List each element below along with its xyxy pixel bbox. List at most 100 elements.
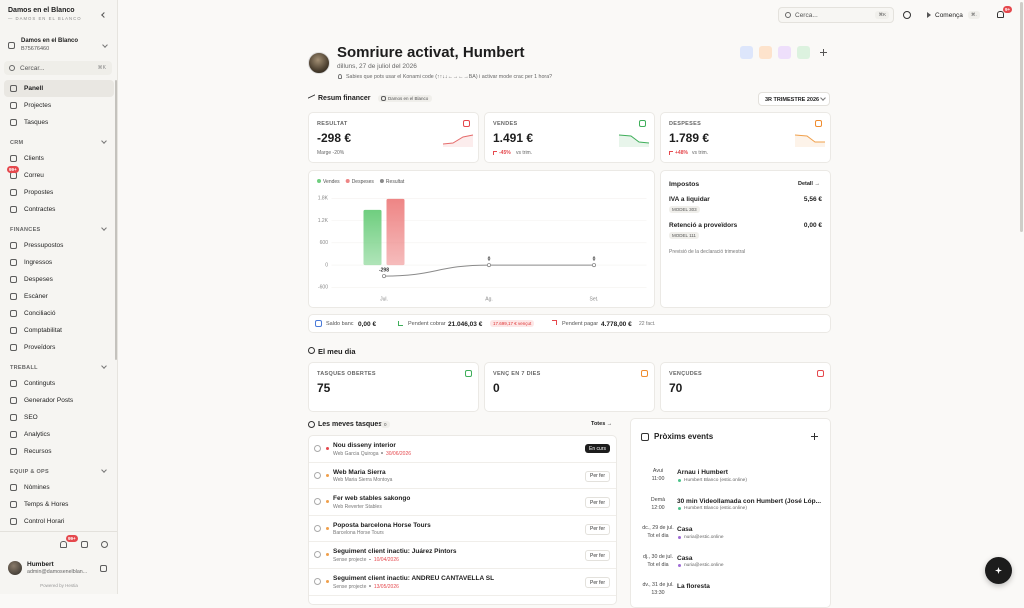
- nav-item[interactable]: Analytics: [4, 426, 114, 443]
- section-title: CRM: [10, 140, 24, 146]
- nav-item[interactable]: Tasques: [4, 114, 114, 131]
- nav-section[interactable]: TREBALL: [4, 356, 114, 375]
- events-card: Pròxims events Avui 11:00 Arnau i Humbert Hu…: [630, 418, 831, 608]
- nav-item[interactable]: Contractes: [4, 201, 114, 218]
- calendar-dot: [678, 507, 681, 511]
- task-checkbox[interactable]: [314, 498, 321, 506]
- task-project: Web Maria Sierra Montoya: [333, 477, 393, 484]
- taxes-link[interactable]: Detall →: [797, 181, 820, 187]
- task-meta: Web Maria Sierra Montoya: [333, 477, 392, 483]
- nav-item[interactable]: Temps & Hores: [4, 496, 114, 513]
- nav-label: Projectes: [24, 102, 52, 109]
- y-tick-label: -600: [318, 285, 328, 291]
- logout-icon[interactable]: [100, 565, 107, 572]
- account-switcher[interactable]: Damos en el Blanco B75676460: [8, 38, 112, 55]
- task-row[interactable]: Seguiment client inactiu: Juárez Pintors…: [309, 542, 616, 569]
- day-card: TASQUES OBERTES 75: [308, 362, 479, 412]
- sparkline: [794, 134, 825, 147]
- task-row[interactable]: Nou disseny interior Web Garcia Quiroga 30…: [309, 436, 616, 463]
- nav-icon: [10, 344, 17, 351]
- event-day: dv., 31 de jul.: [642, 582, 674, 589]
- settings-icon[interactable]: [101, 541, 108, 548]
- task-checkbox[interactable]: [314, 578, 321, 585]
- page-scrollbar: [1020, 2, 1023, 232]
- nav-label: Propostes: [24, 189, 54, 196]
- event-row[interactable]: dv., 31 de jul. 13:30 La floresta: [631, 581, 830, 607]
- bell-icon[interactable]: [60, 541, 67, 548]
- quick-action[interactable]: [797, 46, 810, 59]
- nav-item[interactable]: Clients: [4, 150, 114, 167]
- events-title: Pròxims events: [654, 432, 714, 441]
- quick-action[interactable]: [759, 46, 772, 59]
- nav-item[interactable]: Projectes: [4, 97, 114, 114]
- add-event[interactable]: [811, 433, 818, 440]
- my-day-title: El meu dia: [318, 347, 356, 356]
- card-change: +48%: [675, 150, 688, 156]
- task-row[interactable]: Fer web stables sakongo Web Reverter Stab…: [309, 489, 616, 516]
- tasks-count: 0: [381, 421, 390, 428]
- nav-item[interactable]: Despeses: [4, 271, 114, 288]
- nav-label: Ingressos: [24, 259, 53, 266]
- section-title: TREBALL: [10, 365, 38, 371]
- nav-item[interactable]: Panell: [4, 80, 114, 97]
- task-row[interactable]: Web Maria Sierra Web Maria Sierra Montoya…: [309, 463, 616, 490]
- nav-label: Comptabilitat: [24, 327, 62, 334]
- sidebar-search[interactable]: Cercar... ⌘K: [4, 61, 112, 75]
- nav-item[interactable]: Comptabilitat: [4, 322, 114, 339]
- nav-item[interactable]: SEO: [4, 409, 114, 426]
- nav-item[interactable]: Proveïdors: [4, 339, 114, 356]
- nav-item[interactable]: Generador Posts: [4, 392, 114, 409]
- quick-action[interactable]: [740, 46, 753, 59]
- priority-dot: [326, 580, 329, 583]
- nav-item[interactable]: Ingressos: [4, 254, 114, 271]
- card-label: VENDES: [493, 121, 518, 127]
- summary-title: Resum financer: [318, 95, 371, 102]
- nav-item[interactable]: Escàner: [4, 288, 114, 305]
- nav-section[interactable]: CRM: [4, 131, 114, 150]
- tasks-link[interactable]: Totes →: [591, 421, 613, 427]
- global-search[interactable]: Cerca... ⌘K: [778, 7, 894, 23]
- task-title: Web Maria Sierra: [333, 468, 386, 476]
- nav-item[interactable]: Recursos: [4, 443, 114, 460]
- quick-action[interactable]: [778, 46, 791, 59]
- task-checkbox[interactable]: [314, 524, 321, 532]
- page-title: Somriure activat, Humbert: [337, 44, 525, 61]
- bell-button[interactable]: [997, 11, 1004, 18]
- event-row[interactable]: dj., 30 de jul. Tot el dia Casa nuria@estic…: [631, 553, 830, 579]
- y-tick-label: 0: [325, 262, 328, 268]
- day-card-label: VENÇUDES: [669, 371, 702, 377]
- task-row[interactable]: Seguiment client inactiu: ANDREU CANTAVE…: [309, 569, 616, 596]
- nav-icon: [10, 259, 17, 266]
- task-list: Nou disseny interior Web Garcia Quiroga 30…: [308, 435, 617, 605]
- event-row[interactable]: dc., 29 de jul. Tot el dia Casa nuria@estic…: [631, 524, 830, 550]
- day-card: VENÇUDES 70: [660, 362, 831, 412]
- nav-item[interactable]: Nòmines: [4, 479, 114, 496]
- task-row[interactable]: Poposta barcelona Horse Tours Barcelona H…: [309, 516, 616, 543]
- nav-item[interactable]: Continguts: [4, 375, 114, 392]
- add-action[interactable]: [819, 48, 828, 57]
- nav-item[interactable]: Correu 99+: [4, 166, 114, 184]
- inbox-icon[interactable]: [81, 541, 88, 548]
- start-button[interactable]: Comença ⌘.: [922, 8, 984, 22]
- nav-item[interactable]: Pressupostos: [4, 237, 114, 254]
- nav-item[interactable]: Conciliació: [4, 305, 114, 322]
- event-row[interactable]: Avui 11:00 Arnau i Humbert Humbert Blanco (…: [631, 467, 830, 493]
- notification-badge: 9+: [1003, 6, 1013, 13]
- sparkline: [618, 134, 650, 147]
- event-calendar: nuria@estic.online: [684, 534, 724, 540]
- nav-section[interactable]: EQUIP & OPS: [4, 460, 114, 479]
- nav-icon: [10, 414, 17, 421]
- task-checkbox[interactable]: [314, 445, 321, 452]
- nav-item[interactable]: Propostes: [4, 184, 114, 201]
- nav-item[interactable]: Control Horari: [4, 513, 114, 530]
- event-row[interactable]: Demà 12:00 30 min Videollamada con Humbert…: [631, 496, 830, 522]
- task-checkbox[interactable]: [314, 471, 321, 479]
- period-selector[interactable]: 3R TRIMESTRE 2026: [758, 92, 830, 106]
- task-checkbox[interactable]: [314, 551, 321, 559]
- payable-value: 4.778,00 €: [601, 320, 632, 328]
- task-project: Web Garcia Quiroga: [333, 450, 379, 457]
- language-button[interactable]: [903, 11, 911, 19]
- day-card-value: 0: [493, 381, 500, 395]
- nav-section[interactable]: FINANCES: [4, 218, 114, 237]
